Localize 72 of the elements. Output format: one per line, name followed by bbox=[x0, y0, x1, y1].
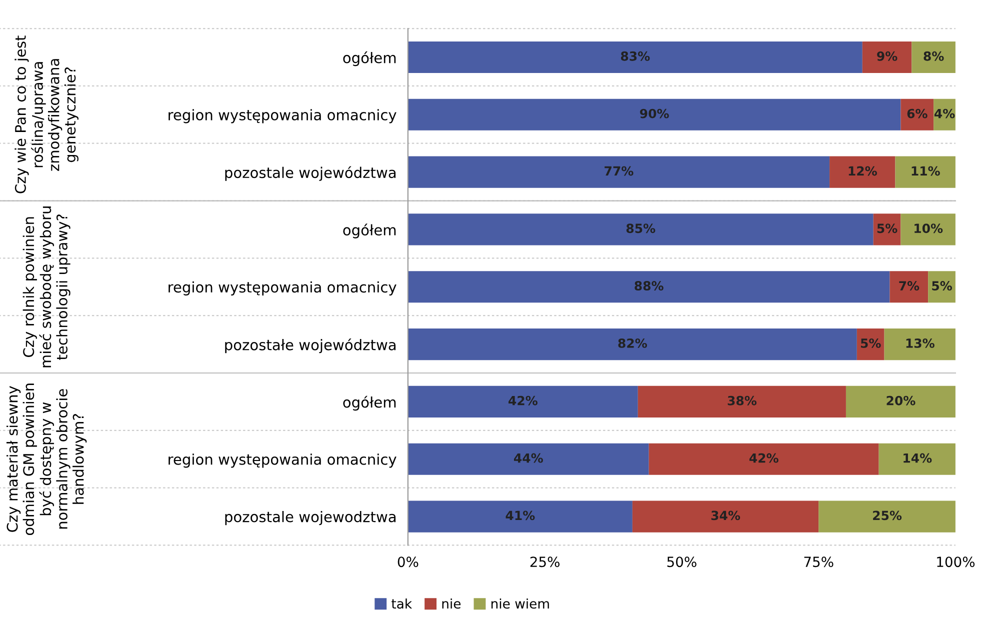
data-label: 82% bbox=[618, 338, 647, 348]
bar bbox=[873, 214, 901, 246]
bar bbox=[408, 214, 874, 246]
legend-label: nie wiem bbox=[491, 598, 549, 609]
x-tick-label: 25% bbox=[530, 556, 560, 568]
data-label: 5% bbox=[932, 281, 952, 291]
x-tick-label: 100% bbox=[937, 556, 975, 568]
data-label: 44% bbox=[514, 453, 543, 463]
text: Czy rolnik powinien mieć swobodę wyboru technologii uprawy? bbox=[22, 206, 70, 368]
bar bbox=[862, 41, 912, 74]
y-tick-label: region występowania omacnicy bbox=[168, 454, 396, 468]
bar bbox=[900, 214, 956, 246]
y-tick-label: ogółem bbox=[343, 396, 396, 411]
y-tick-label: region występowania omacnicy bbox=[168, 109, 396, 124]
bar bbox=[408, 500, 632, 532]
bar bbox=[408, 386, 638, 418]
data-label: 90% bbox=[640, 108, 669, 118]
bar bbox=[878, 443, 956, 475]
data-label: 13% bbox=[906, 338, 934, 348]
bar bbox=[408, 443, 649, 475]
y-tick-label: pozostałe województwa bbox=[225, 338, 396, 354]
bar bbox=[632, 500, 819, 532]
bar bbox=[856, 328, 884, 360]
data-label: 6% bbox=[907, 108, 928, 118]
data-label: 85% bbox=[626, 224, 656, 234]
data-label: 41% bbox=[506, 510, 535, 520]
data-label: 42% bbox=[749, 453, 778, 463]
bar bbox=[638, 386, 846, 418]
data-label: 38% bbox=[728, 396, 756, 406]
data-label: 42% bbox=[508, 396, 538, 406]
data-label: 34% bbox=[711, 510, 740, 520]
text: Czy materiał siewny odmian GM powinien być dostępny w normalnym obrocie handlowym? bbox=[6, 384, 87, 536]
data-label: 5% bbox=[877, 224, 898, 234]
bar bbox=[884, 328, 956, 360]
data-label: 10% bbox=[914, 224, 943, 234]
bar bbox=[900, 98, 934, 130]
bar bbox=[408, 271, 890, 303]
text: Czy wie Pan co to jest roślina/uprawa zmodyfikowana genetycznie? bbox=[14, 36, 78, 194]
bar bbox=[408, 41, 862, 74]
data-label: 83% bbox=[620, 51, 650, 61]
y-tick-label: ogółem bbox=[343, 51, 396, 66]
legend-label: tak bbox=[392, 598, 412, 609]
bar bbox=[408, 156, 830, 188]
x-tick-label: 0% bbox=[398, 556, 418, 568]
bar bbox=[846, 386, 956, 418]
data-label: 20% bbox=[886, 396, 916, 406]
y-tick-label: pozostale województwa bbox=[225, 166, 396, 181]
data-label: 7% bbox=[899, 281, 920, 291]
x-tick-label: 75% bbox=[804, 556, 834, 568]
data-label: 12% bbox=[848, 166, 877, 176]
data-label: 14% bbox=[904, 453, 932, 463]
data-label: 88% bbox=[634, 281, 664, 291]
data-label: 11% bbox=[912, 166, 940, 176]
data-label: 9% bbox=[877, 51, 898, 61]
data-label: 4% bbox=[934, 108, 955, 118]
data-label: 5% bbox=[860, 338, 881, 348]
bar bbox=[408, 328, 857, 360]
bar bbox=[895, 156, 956, 188]
bar bbox=[890, 271, 928, 303]
bar bbox=[408, 98, 901, 130]
y-tick-label: region występowania omacnicy bbox=[168, 281, 396, 296]
data-label: 25% bbox=[873, 510, 902, 520]
x-tick-label: 50% bbox=[667, 556, 696, 568]
bar bbox=[830, 156, 896, 188]
bar bbox=[648, 443, 879, 475]
data-label: 77% bbox=[604, 166, 634, 176]
y-tick-label: ogółem bbox=[343, 224, 396, 238]
data-label: 8% bbox=[924, 51, 944, 61]
y-tick-label: pozostale wojewodztwa bbox=[225, 510, 396, 526]
bar bbox=[818, 500, 956, 532]
bar bbox=[912, 41, 956, 74]
legend-label: nie bbox=[442, 598, 461, 609]
